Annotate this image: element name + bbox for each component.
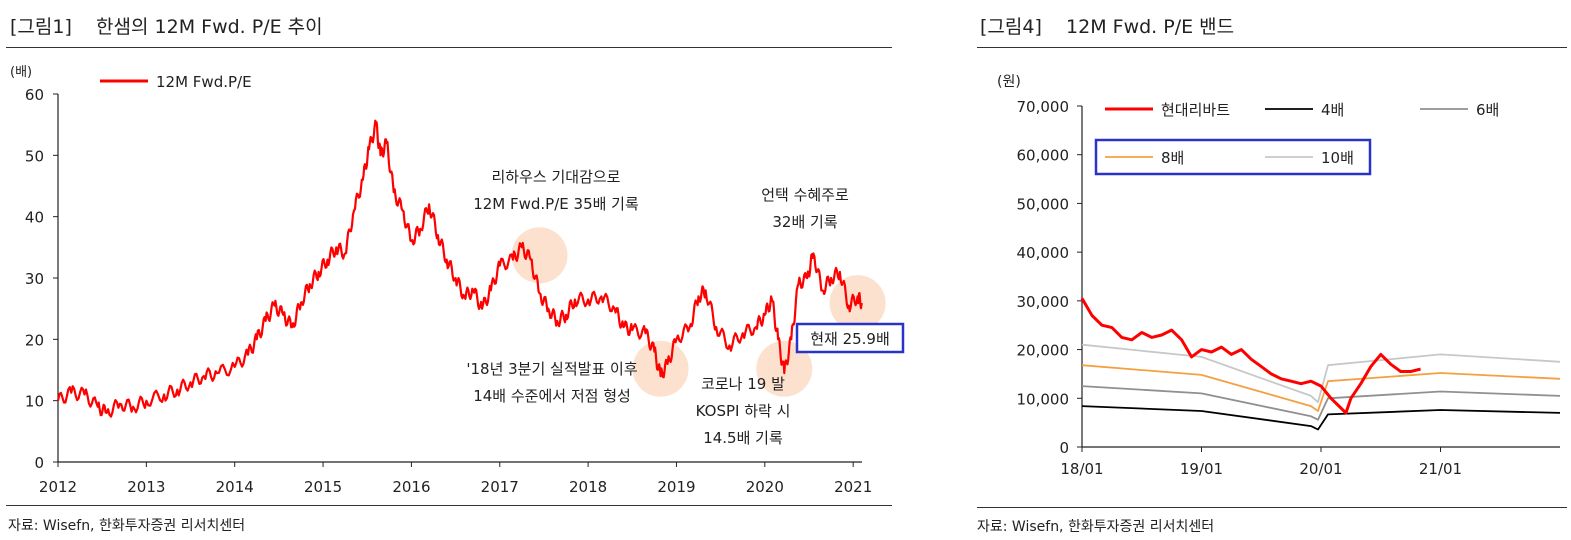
left-figure-tag: [그림1] xyxy=(10,16,72,38)
legend-label: 8배 xyxy=(1161,149,1184,167)
y-tick-label: 20 xyxy=(25,331,44,349)
series-line-4 xyxy=(1081,343,1561,404)
right-pe-band-chart: (원) 0 10,000 20,000 30,000 40,000 50,000 60,000… xyxy=(997,74,1561,478)
left-source-rule xyxy=(6,505,892,506)
x-tick-label: 2015 xyxy=(304,478,342,496)
series-line-12m-fwd-pe xyxy=(56,119,864,418)
x-tick-label: 2019 xyxy=(657,478,695,496)
highlight-circle xyxy=(511,227,568,284)
y-tick-label: 50 xyxy=(25,147,44,165)
right-source: 자료: Wisefn, 한화투자증권 리서치센터 xyxy=(977,519,1215,535)
right-title-rule xyxy=(977,47,1567,48)
annotation-text: 14배 수준에서 저점 형성 xyxy=(473,387,631,405)
y-tick-label: 40,000 xyxy=(1017,244,1070,262)
y-tick-label: 70,000 xyxy=(1017,98,1070,116)
y-tick-label: 0 xyxy=(1059,439,1069,457)
x-tick-label: 20/01 xyxy=(1299,460,1342,478)
right-title-text: 12M Fwd. P/E 밴드 xyxy=(1066,16,1235,38)
annotation-text: 32배 기록 xyxy=(772,213,837,231)
y-tick-label: 60 xyxy=(25,86,44,104)
y-tick-label: 30,000 xyxy=(1017,293,1070,311)
annotation-text: 리하우스 기대감으로 xyxy=(492,168,621,186)
legend-label: 6배 xyxy=(1476,101,1499,119)
y-tick-label: 40 xyxy=(25,209,44,227)
right-chart-title: [그림4] 12M Fwd. P/E 밴드 xyxy=(980,12,1234,39)
current-value-label: 현재 25.9배 xyxy=(810,330,890,348)
x-tick-label: 2020 xyxy=(746,478,784,496)
annotation-text: KOSPI 하락 시 xyxy=(696,402,791,420)
legend-label: 10배 xyxy=(1321,149,1354,167)
y-axis-unit: (원) xyxy=(997,74,1021,90)
x-tick-label: 2016 xyxy=(392,478,430,496)
x-tick-label: 2014 xyxy=(216,478,254,496)
x-tick-label: 2018 xyxy=(569,478,607,496)
left-pe-chart: (배) 0 10 20 30 40 50 60 2012 2013 2014 2015 2016 2017… xyxy=(10,65,905,496)
left-title-rule xyxy=(6,47,892,48)
series-line-0 xyxy=(1080,297,1421,415)
y-tick-label: 60,000 xyxy=(1017,147,1070,165)
right-chart-panel: [그림4] 12M Fwd. P/E 밴드 (원) 0 10,000 20,000 30… xyxy=(975,0,1571,540)
y-tick-label: 30 xyxy=(25,270,44,288)
y-tick-label: 0 xyxy=(34,454,44,472)
y-tick-label: 10 xyxy=(25,393,44,411)
legend-label-12m-fwd-pe: 12M Fwd.P/E xyxy=(156,73,252,91)
series-line-2 xyxy=(1081,385,1561,421)
series-line-1 xyxy=(1081,405,1561,431)
x-tick-label: 21/01 xyxy=(1419,460,1462,478)
x-tick-label: 2017 xyxy=(481,478,519,496)
left-title-text: 한샘의 12M Fwd. P/E 추이 xyxy=(96,16,323,38)
annotation-text: 14.5배 기록 xyxy=(703,429,783,447)
y-tick-label: 10,000 xyxy=(1017,390,1070,408)
left-chart-panel: [그림1] 한샘의 12M Fwd. P/E 추이 (배) 0 10 20 30 40 50… xyxy=(6,12,905,534)
annotation-text: 언택 수혜주로 xyxy=(761,186,849,204)
left-chart-title: [그림1] 한샘의 12M Fwd. P/E 추이 xyxy=(10,12,323,39)
x-tick-label: 19/01 xyxy=(1180,460,1223,478)
annotation-text: 코로나 19 발 xyxy=(701,375,785,393)
x-tick-label: 2013 xyxy=(127,478,165,496)
x-tick-label: 18/01 xyxy=(1060,460,1103,478)
annotation-text: 12M Fwd.P/E 35배 기록 xyxy=(473,195,639,213)
legend-label: 4배 xyxy=(1321,101,1344,119)
right-source-rule xyxy=(977,507,1567,508)
y-tick-label: 20,000 xyxy=(1017,342,1070,360)
current-value-box xyxy=(795,322,905,354)
annotation-text: '18년 3분기 실적발표 이후 xyxy=(466,360,637,378)
legend-highlight-box xyxy=(1094,138,1372,176)
x-tick-label: 2012 xyxy=(39,478,77,496)
left-source: 자료: Wisefn, 한화투자증권 리서치센터 xyxy=(8,518,246,534)
x-tick-label: 2021 xyxy=(834,478,872,496)
y-tick-label: 50,000 xyxy=(1017,195,1070,213)
right-figure-tag: [그림4] xyxy=(980,16,1042,38)
y-axis-unit: (배) xyxy=(10,65,32,80)
series-line-3 xyxy=(1081,364,1561,412)
legend-label: 현대리바트 xyxy=(1161,101,1230,119)
